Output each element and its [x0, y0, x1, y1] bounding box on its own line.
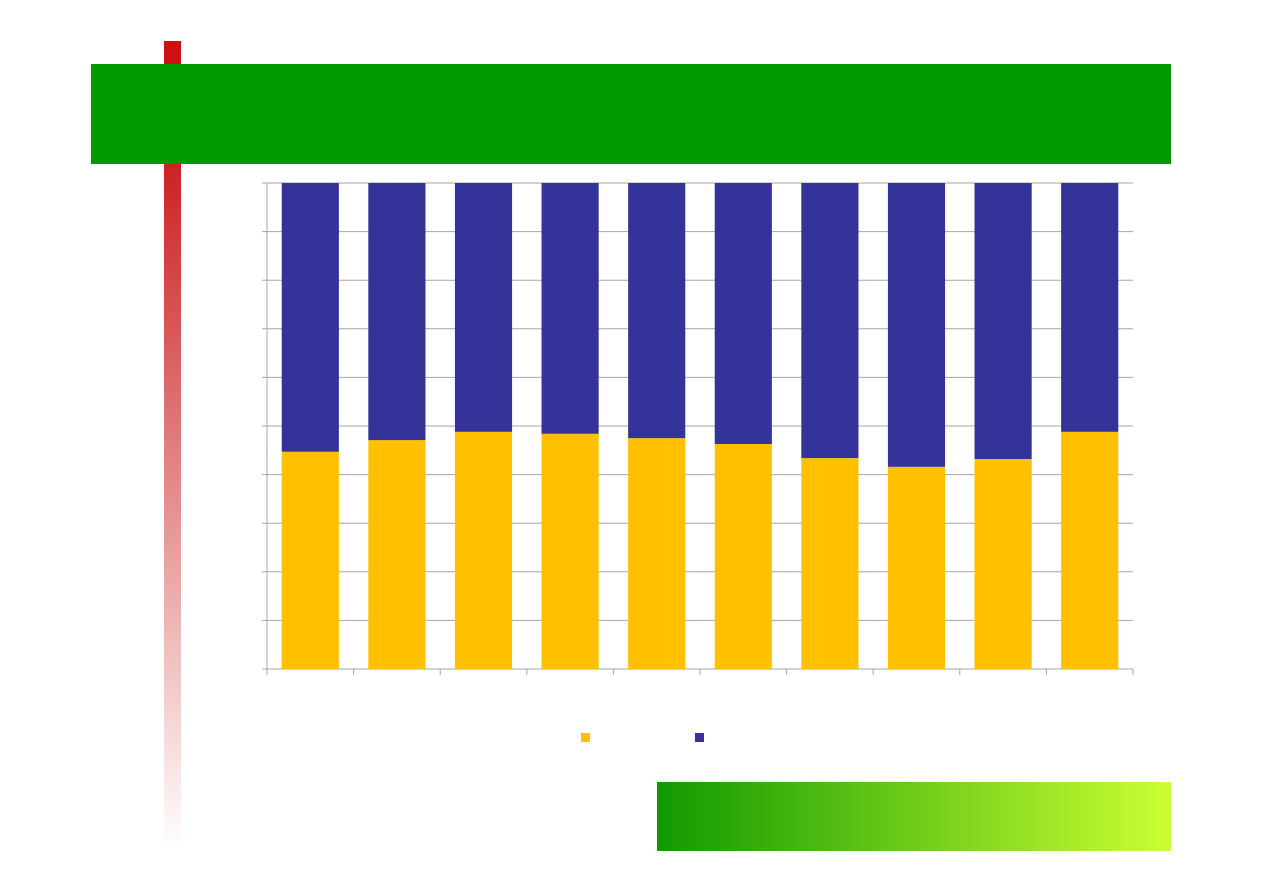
bar-segment: [281, 451, 339, 669]
footer-banner: [657, 782, 1171, 851]
bar-segment: [887, 466, 946, 669]
bar-segment: [454, 183, 513, 432]
bar-segment: [281, 183, 339, 452]
bar-segment: [454, 431, 513, 669]
bar-segment: [887, 183, 946, 467]
bar-segment: [368, 183, 426, 441]
bar-segment: [714, 183, 772, 444]
legend-swatch: [581, 733, 590, 742]
chart: [262, 182, 1134, 742]
bar-segment: [974, 183, 1032, 460]
bar-segment: [368, 440, 426, 669]
accent-bar: [164, 164, 181, 851]
title-banner: [91, 64, 1171, 164]
bar-segment: [1061, 183, 1119, 432]
bar-segment: [628, 438, 686, 669]
bar-segment: [801, 458, 859, 669]
legend-swatch: [695, 733, 704, 742]
accent-bar-top: [164, 41, 181, 64]
bar-segment: [541, 183, 599, 434]
bar-segment: [541, 433, 599, 669]
bar-segment: [801, 183, 859, 459]
bar-segment: [1061, 431, 1119, 669]
bar-segment: [974, 459, 1032, 669]
bar-segment: [628, 183, 686, 439]
bar-segment: [714, 443, 772, 669]
